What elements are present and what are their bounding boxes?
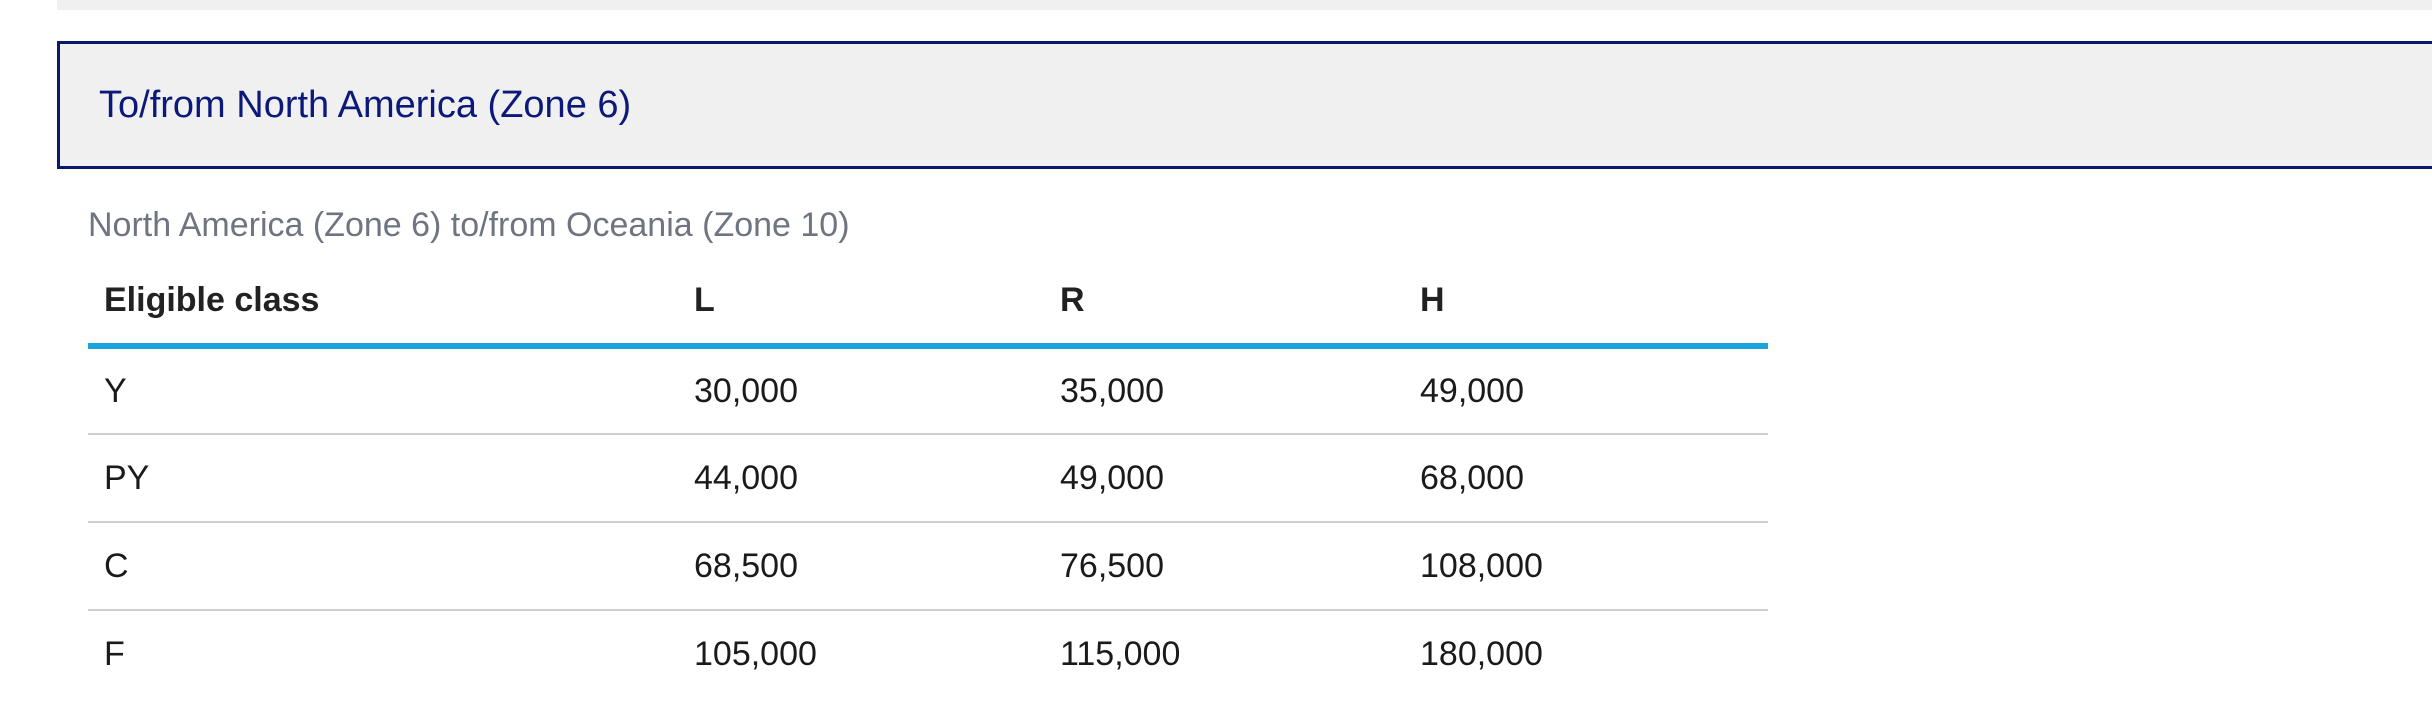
zone-accordion-header[interactable]: To/from North America (Zone 6) <box>57 41 2432 169</box>
class-cell: PY <box>88 434 678 523</box>
miles-cell-r: 49,000 <box>1044 434 1404 523</box>
column-header-l: L <box>678 258 1044 349</box>
table-caption: North America (Zone 6) to/from Oceania (… <box>88 206 850 244</box>
class-cell: Y <box>88 346 678 435</box>
column-header-r: R <box>1044 258 1404 349</box>
top-divider-strip <box>57 0 2432 10</box>
miles-cell-l: 105,000 <box>694 635 817 673</box>
miles-cell-h: 68,000 <box>1404 434 1768 523</box>
miles-cell-h: 49,000 <box>1404 346 1768 435</box>
section-title: To/from North America (Zone 6) <box>99 84 632 126</box>
miles-cell-r: 115,000 <box>1060 635 1181 673</box>
column-header-eligible-class: Eligible class <box>88 258 678 349</box>
table-row: Y 30,000 35,000 49,000 <box>88 346 1768 435</box>
miles-cell-r: 35,000 <box>1044 346 1404 435</box>
table-row: C 68,500 76,500 108,000 <box>88 522 1768 611</box>
miles-cell-l: 68,500 <box>678 522 1044 611</box>
table-row: F 105,000 115,000 180,000 <box>88 610 1768 698</box>
table-header-row: Eligible class L R H <box>88 258 1768 349</box>
column-header-h: H <box>1404 258 1768 349</box>
table-row: PY 44,000 49,000 68,000 <box>88 434 1768 523</box>
class-cell: F <box>104 635 125 673</box>
miles-cell-l: 44,000 <box>678 434 1044 523</box>
miles-cell-h: 108,000 <box>1404 522 1768 611</box>
award-miles-table: Eligible class L R H Y 30,000 35,000 49,… <box>88 258 1768 698</box>
miles-cell-r: 76,500 <box>1044 522 1404 611</box>
class-cell: C <box>88 522 678 611</box>
miles-cell-h: 180,000 <box>1420 635 1543 673</box>
miles-cell-l: 30,000 <box>678 346 1044 435</box>
